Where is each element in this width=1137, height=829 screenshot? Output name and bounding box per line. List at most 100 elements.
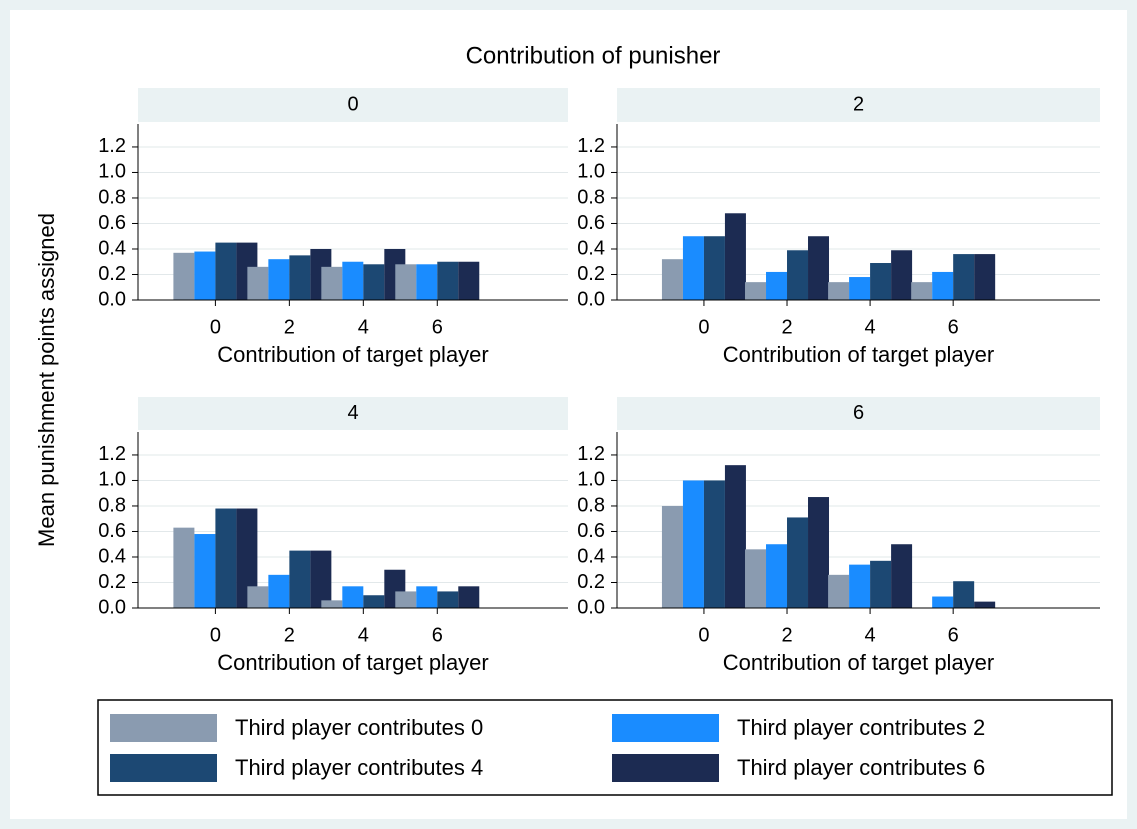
bar: [911, 282, 933, 300]
y-tick-label: 0.4: [98, 545, 126, 567]
bar: [173, 252, 195, 300]
bar: [310, 550, 332, 608]
y-tick-label: 0.6: [98, 520, 126, 542]
bar: [745, 549, 767, 608]
y-tick-label: 1.2: [577, 443, 605, 465]
panel-strip: [617, 88, 1100, 122]
bar: [173, 527, 195, 608]
y-tick-label: 0.2: [577, 571, 605, 593]
bar: [870, 263, 892, 300]
bar: [787, 250, 809, 300]
bar: [932, 596, 954, 608]
y-axis-label: Mean punishment points assigned: [34, 213, 59, 547]
bar: [342, 586, 364, 608]
y-tick-label: 1.0: [98, 161, 126, 183]
y-tick-label: 0.4: [577, 545, 605, 567]
bar: [808, 497, 830, 608]
y-tick-label: 1.0: [577, 469, 605, 491]
y-tick-label: 0.8: [577, 186, 605, 208]
bar: [416, 586, 438, 608]
x-tick-label: 4: [865, 624, 876, 646]
y-tick-label: 0.4: [577, 237, 605, 259]
legend-swatch: [110, 754, 217, 782]
bar: [395, 591, 417, 608]
bar: [808, 236, 830, 300]
panel-title: 2: [853, 93, 864, 115]
legend-label: Third player contributes 4: [235, 755, 483, 780]
x-tick-label: 6: [432, 624, 443, 646]
bar: [828, 282, 850, 300]
bar: [236, 508, 258, 608]
bar: [849, 277, 871, 300]
bar: [289, 550, 311, 608]
x-tick-label: 2: [284, 624, 295, 646]
bar: [321, 600, 343, 608]
x-tick-label: 4: [358, 624, 369, 646]
y-tick-label: 1.0: [98, 469, 126, 491]
bar: [724, 465, 746, 608]
x-axis-label: Contribution of target player: [723, 650, 995, 675]
panel-strip: [138, 88, 568, 122]
panel-strip: [138, 397, 568, 430]
bar: [458, 261, 480, 300]
x-tick-label: 0: [210, 316, 221, 338]
bar: [891, 544, 913, 608]
bar: [787, 517, 809, 608]
x-tick-label: 0: [210, 624, 221, 646]
y-tick-label: 1.0: [577, 161, 605, 183]
legend-label: Third player contributes 6: [737, 755, 985, 780]
legend-label: Third player contributes 0: [235, 715, 483, 740]
x-tick-label: 0: [698, 624, 709, 646]
bar: [289, 255, 311, 300]
legend-swatch: [110, 714, 217, 742]
y-tick-label: 0.0: [98, 596, 126, 618]
bar: [247, 266, 269, 300]
bar: [849, 564, 871, 608]
y-tick-label: 0.2: [98, 263, 126, 285]
bar: [974, 254, 996, 300]
x-tick-label: 0: [698, 316, 709, 338]
x-tick-label: 2: [781, 316, 792, 338]
x-tick-label: 4: [865, 316, 876, 338]
bar: [342, 261, 364, 300]
bar: [682, 480, 704, 608]
bar: [974, 601, 996, 608]
y-tick-label: 0.8: [98, 186, 126, 208]
bar: [745, 282, 767, 300]
bar: [828, 574, 850, 608]
bar: [215, 242, 237, 300]
bar: [437, 261, 459, 300]
bar: [703, 480, 725, 608]
bar: [416, 264, 438, 300]
bar: [194, 251, 216, 300]
y-tick-label: 0.8: [577, 494, 605, 516]
y-tick-label: 0.8: [98, 494, 126, 516]
y-tick-label: 0.6: [577, 212, 605, 234]
panel-title: 4: [347, 402, 358, 424]
bar: [953, 581, 975, 608]
bar: [661, 505, 683, 608]
bar: [215, 508, 237, 608]
bar: [437, 591, 459, 608]
bar: [395, 264, 417, 300]
bar: [953, 254, 975, 300]
y-tick-label: 0.0: [577, 596, 605, 618]
legend-swatch: [612, 714, 719, 742]
x-tick-label: 2: [781, 624, 792, 646]
panel-title: 6: [853, 402, 864, 424]
y-tick-label: 0.6: [577, 520, 605, 542]
x-tick-label: 6: [432, 316, 443, 338]
bar: [268, 574, 290, 608]
bar: [682, 236, 704, 300]
x-axis-label: Contribution of target player: [217, 342, 489, 367]
bar: [363, 595, 385, 608]
bar: [661, 259, 683, 300]
bar: [766, 544, 788, 608]
bar: [268, 259, 290, 300]
x-tick-label: 2: [284, 316, 295, 338]
y-tick-label: 0.0: [98, 288, 126, 310]
bar: [870, 560, 892, 608]
x-axis-label: Contribution of target player: [723, 342, 995, 367]
panel-title: 0: [347, 93, 358, 115]
